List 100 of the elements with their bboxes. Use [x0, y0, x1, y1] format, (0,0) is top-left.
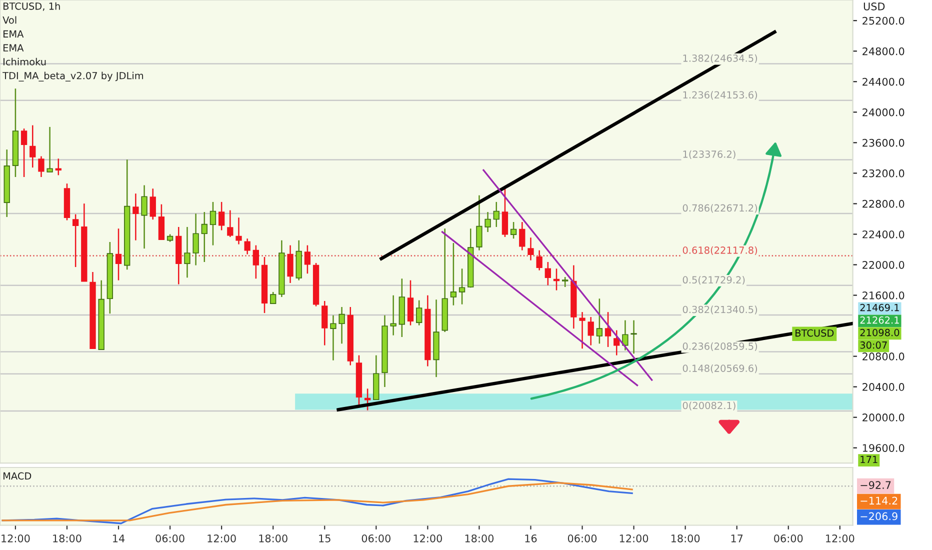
candlestick [210, 201, 216, 246]
candlestick [141, 184, 148, 250]
candlestick [493, 201, 500, 228]
candlestick [55, 158, 62, 176]
candlestick [270, 291, 276, 304]
candlestick [484, 211, 491, 233]
y-axis-title: USD [864, 2, 885, 10]
y-tick-label: 20400.0 [862, 383, 904, 391]
y-tick-label: 21600.0 [862, 291, 904, 300]
candlestick [20, 128, 28, 178]
x-tick-label: 15 [319, 534, 330, 542]
x-tick-label: 06:00 [774, 534, 803, 542]
candlestick [502, 188, 508, 238]
x-tick-label: 12:00 [414, 534, 442, 542]
candlestick [132, 192, 139, 241]
candlestick [390, 294, 396, 336]
candlestick [458, 268, 466, 305]
candlestick [528, 236, 534, 261]
y-tick-label: 24000.0 [862, 108, 904, 116]
text: −92.7 [860, 481, 891, 489]
chart-title: BTCUSD, 1h [4, 2, 60, 11]
candlestick [30, 124, 36, 168]
text: 21469.1 [860, 304, 899, 312]
candlestick [201, 211, 208, 263]
candlestick [588, 316, 594, 346]
y-tick-label: 20000.0 [862, 414, 904, 422]
candlestick [252, 244, 259, 280]
candlestick [510, 221, 517, 240]
ref-line-label: 0.148(20569.6) [682, 364, 758, 374]
x-tick-label: 14 [113, 534, 125, 542]
y-tick-label: 25200.0 [862, 16, 904, 25]
candlestick [46, 126, 53, 173]
y-tick-label: 23600.0 [862, 138, 904, 147]
candlestick [330, 314, 336, 361]
candlestick [244, 238, 250, 255]
candlestick [72, 214, 79, 268]
ref-line-label: 0.618(22117.8) [682, 246, 758, 256]
ref-line-label: 0.786(22671.2) [682, 204, 758, 213]
y-tick-label: 23200.0 [862, 169, 904, 178]
candlestick [227, 210, 234, 238]
x-tick-label: 12:00 [208, 534, 236, 542]
ref-line-label: 0(20082.1) [682, 402, 736, 410]
candlestick [562, 276, 568, 288]
text: 21262.1 [860, 316, 899, 324]
candlestick [604, 311, 612, 348]
x-tick-label: 17 [731, 534, 743, 542]
candlestick [630, 320, 637, 354]
text: −206.9 [860, 512, 898, 520]
candlestick [544, 261, 551, 286]
ref-line-label: 0.5(21729.2) [682, 276, 745, 285]
candlestick [622, 320, 628, 351]
ref-line-label: 1.382(24634.5) [683, 54, 758, 64]
text: 30:07 [860, 341, 887, 349]
y-tick-label: 22000.0 [862, 260, 904, 269]
candlestick [476, 194, 482, 251]
x-tick-label: 12:00 [2, 534, 30, 542]
x-tick-label: 18:00 [671, 534, 700, 542]
candlestick [38, 156, 44, 178]
candlestick [150, 188, 156, 220]
ref-line-label: 0.236(20859.5) [682, 342, 758, 352]
annotation: Ichimoku [4, 58, 46, 66]
candlestick [236, 216, 242, 245]
candlestick [579, 311, 586, 350]
candlestick [450, 242, 457, 306]
y-tick-label: 19600.0 [862, 444, 904, 452]
text: 21098.0 [860, 328, 900, 336]
candlestick [304, 244, 311, 274]
candlestick [192, 212, 199, 266]
y-tick-label: 24800.0 [862, 47, 904, 56]
annotation: TDI_MA_beta_v2.07 by JDLim [2, 72, 144, 82]
x-tick-label: 16 [525, 534, 537, 542]
annotation: BTCUSD [796, 329, 834, 337]
y-tick-label: 22800.0 [862, 200, 904, 208]
annotation: MACD [4, 472, 32, 480]
text: −114.2 [860, 496, 898, 504]
x-tick-label: 18:00 [465, 534, 494, 542]
candlestick [407, 280, 414, 326]
candlestick [596, 298, 603, 344]
annotation: EMA [4, 30, 24, 38]
x-tick-label: 12:00 [620, 534, 648, 542]
candlestick [287, 244, 294, 284]
x-tick-label: 18:00 [53, 534, 82, 542]
y-tick-label: 24400.0 [862, 78, 904, 86]
candlestick [184, 226, 190, 278]
x-tick-label: 06:00 [156, 534, 184, 542]
ref-line-label: 1.236(24153.6) [683, 91, 758, 100]
x-tick-label: 06:00 [568, 534, 597, 542]
candlestick [338, 306, 345, 344]
candlestick [218, 201, 225, 231]
ref-line-label: 0.382(21340.5) [682, 306, 758, 314]
candlestick [115, 228, 122, 281]
candlestick [519, 221, 526, 251]
candlestick [614, 330, 620, 356]
annotation: EMA [4, 44, 24, 52]
candlestick [322, 300, 328, 346]
ref-line-label: 1(23376.2) [683, 150, 736, 160]
candlestick [553, 268, 560, 291]
annotation: Vol [2, 16, 16, 24]
candlestick [536, 250, 542, 271]
x-tick-label: 18:00 [259, 534, 288, 542]
